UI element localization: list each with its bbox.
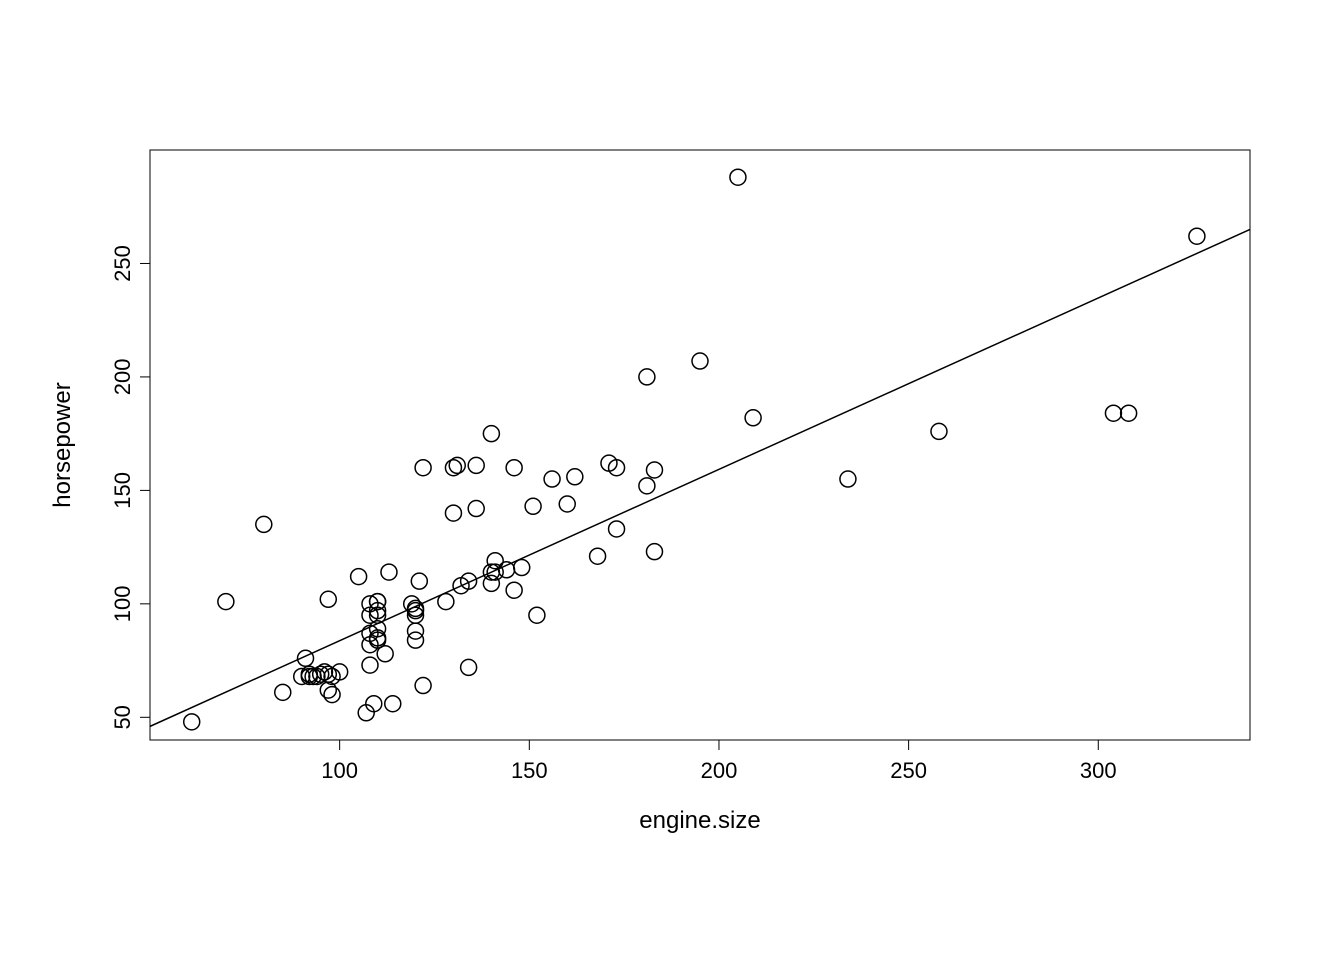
data-point bbox=[408, 607, 424, 623]
scatter-chart: 100 150 200 250 300 50 100 150 200 250 engine.size… bbox=[0, 0, 1344, 960]
data-point bbox=[487, 564, 503, 580]
data-point bbox=[514, 560, 530, 576]
data-point bbox=[461, 659, 477, 675]
data-point bbox=[544, 471, 560, 487]
data-point bbox=[275, 684, 291, 700]
data-point bbox=[1121, 405, 1137, 421]
data-point bbox=[362, 657, 378, 673]
y-axis-label: horsepower bbox=[49, 382, 76, 507]
data-point bbox=[609, 521, 625, 537]
data-point bbox=[506, 582, 522, 598]
scatter-points bbox=[184, 169, 1205, 730]
data-point bbox=[218, 594, 234, 610]
y-tick-label: 150 bbox=[110, 472, 135, 509]
data-point bbox=[385, 696, 401, 712]
data-point bbox=[381, 564, 397, 580]
regression-line bbox=[150, 229, 1250, 726]
data-point bbox=[438, 594, 454, 610]
data-point bbox=[468, 457, 484, 473]
data-point bbox=[646, 544, 662, 560]
x-tick-label: 300 bbox=[1080, 758, 1117, 783]
data-point bbox=[525, 498, 541, 514]
data-point bbox=[639, 369, 655, 385]
x-tick-label: 150 bbox=[511, 758, 548, 783]
data-point bbox=[529, 607, 545, 623]
data-point bbox=[1105, 405, 1121, 421]
data-point bbox=[692, 353, 708, 369]
data-point bbox=[745, 410, 761, 426]
data-point bbox=[324, 687, 340, 703]
data-point bbox=[590, 548, 606, 564]
x-tick-label: 200 bbox=[701, 758, 738, 783]
y-tick-label: 250 bbox=[110, 245, 135, 282]
data-point bbox=[415, 678, 431, 694]
data-point bbox=[320, 591, 336, 607]
data-point bbox=[445, 505, 461, 521]
data-point bbox=[1189, 228, 1205, 244]
data-point bbox=[931, 423, 947, 439]
data-point bbox=[567, 469, 583, 485]
y-tick-label: 50 bbox=[110, 705, 135, 729]
data-point bbox=[639, 478, 655, 494]
data-point bbox=[559, 496, 575, 512]
data-point bbox=[468, 501, 484, 517]
data-point bbox=[408, 623, 424, 639]
data-point bbox=[377, 646, 393, 662]
data-point bbox=[415, 460, 431, 476]
data-point bbox=[256, 516, 272, 532]
data-point bbox=[840, 471, 856, 487]
x-axis-label: engine.size bbox=[639, 807, 760, 834]
data-point bbox=[646, 462, 662, 478]
x-tick-label: 100 bbox=[321, 758, 358, 783]
y-tick-label: 100 bbox=[110, 585, 135, 622]
data-point bbox=[499, 562, 515, 578]
data-point bbox=[506, 460, 522, 476]
data-point bbox=[184, 714, 200, 730]
data-point bbox=[730, 169, 746, 185]
x-tick-label: 250 bbox=[890, 758, 927, 783]
data-point bbox=[408, 632, 424, 648]
y-tick-label: 200 bbox=[110, 359, 135, 396]
data-point bbox=[411, 573, 427, 589]
data-point bbox=[483, 426, 499, 442]
data-point bbox=[351, 569, 367, 585]
